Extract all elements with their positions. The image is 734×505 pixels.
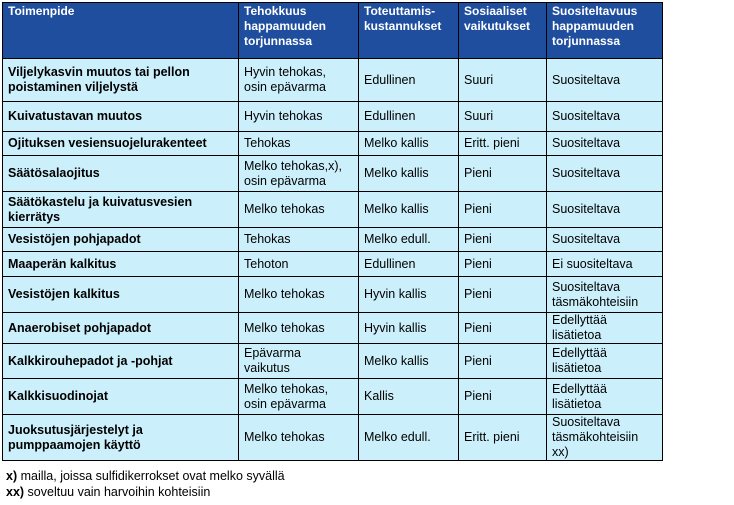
header-cell-social-effects: Sosiaaliset vaikutukset [458,2,547,59]
recommendation-cell: Ei suositeltava [546,251,663,277]
recommendation-cell: Edellyttää lisätietoa [546,378,663,415]
effectiveness-cell: Epävarma vaikutus [238,343,359,379]
cost-cell: Kallis [358,378,459,415]
table-row: Vesistöjen pohjapadot Tehokas Melko edull.… [2,227,663,252]
measure-cell: Anaerobiset pohjapadot [2,312,239,344]
cost-cell: Hyvin kallis [358,312,459,344]
cost-cell: Hyvin kallis [358,276,459,313]
measures-table-container: Toimenpide Tehokkuus happamuuden torjunnas… [2,2,663,461]
social-effect-cell: Suuri [458,101,547,132]
measure-cell: Viljelykasvin muutos tai pellon poistamin… [2,58,239,102]
measure-cell: Kalkkirouhepadot ja -pohjat [2,343,239,379]
effectiveness-cell: Melko tehokas [238,312,359,344]
footnote-mark: xx) [6,485,25,499]
header-cell-costs: Toteuttamis-kustannukset [358,2,459,59]
table-row: Vesistöjen kalkitus Melko tehokas Hyvin ka… [2,276,663,313]
table-header: Toimenpide Tehokkuus happamuuden torjunnas… [2,2,663,59]
recommendation-cell: Suositeltava täsmäkohteisiin xx) [546,414,663,461]
footnote: x) mailla, joissa sulfidikerrokset ovat … [6,468,285,484]
effectiveness-cell: Melko tehokas [238,276,359,313]
cost-cell: Melko kallis [358,191,459,228]
table-body: Viljelykasvin muutos tai pellon poistamin… [2,58,663,461]
effectiveness-cell: Melko tehokas [238,414,359,461]
effectiveness-cell: Melko tehokas,x), osin epävarma [238,155,359,192]
table-row: Kalkkirouhepadot ja -pohjat Epävarma vaiku… [2,343,663,379]
table-row: Anaerobiset pohjapadot Melko tehokas Hyvin… [2,312,663,344]
effectiveness-cell: Tehoton [238,251,359,277]
cost-cell: Edullinen [358,101,459,132]
effectiveness-cell: Melko tehokas [238,191,359,228]
footnote: xx) soveltuu vain harvoihin kohteisiin [6,484,285,500]
header-cell-measure: Toimenpide [2,2,239,59]
effectiveness-cell: Tehokas [238,131,359,156]
recommendation-cell: Edellyttää lisätietoa [546,312,663,344]
effectiveness-cell: Hyvin tehokas, osin epävarma [238,58,359,102]
header-cell-recommendation: Suositeltavuus happamuuden torjunnassa [546,2,663,59]
table-row: Kuivatustavan muutos Hyvin tehokas Edullin… [2,101,663,132]
effectiveness-cell: Tehokas [238,227,359,252]
social-effect-cell: Pieni [458,191,547,228]
cost-cell: Melko kallis [358,343,459,379]
recommendation-cell: Suositeltava täsmäkohteisiin [546,276,663,313]
social-effect-cell: Pieni [458,312,547,344]
cost-cell: Melko edull. [358,414,459,461]
measure-cell: Vesistöjen pohjapadot [2,227,239,252]
measure-cell: Juoksutusjärjestelyt ja pumppaamojen käyt… [2,414,239,461]
social-effect-cell: Suuri [458,58,547,102]
measures-table: Toimenpide Tehokkuus happamuuden torjunnas… [2,2,663,461]
social-effect-cell: Pieni [458,378,547,415]
measure-cell: Säätökastelu ja kuivatusvesien kierrätys [2,191,239,228]
measure-cell: Maaperän kalkitus [2,251,239,277]
table-row: Kalkkisuodinojat Melko tehokas, osin epäva… [2,378,663,415]
social-effect-cell: Pieni [458,251,547,277]
footnote-mark: x) [6,469,18,483]
header-cell-effectiveness: Tehokkuus happamuuden torjunnassa [238,2,359,59]
recommendation-cell: Suositeltava [546,191,663,228]
table-row: Säätökastelu ja kuivatusvesien kierrätys M… [2,191,663,228]
footnote-text: mailla, joissa sulfidikerrokset ovat mel… [17,469,285,483]
cost-cell: Melko edull. [358,227,459,252]
measure-cell: Säätösalaojitus [2,155,239,192]
measure-cell: Vesistöjen kalkitus [2,276,239,313]
recommendation-cell: Edellyttää lisätietoa [546,343,663,379]
recommendation-cell: Suositeltava [546,58,663,102]
table-row: Ojituksen vesiensuojelurakenteet Tehokas M… [2,131,663,156]
recommendation-cell: Suositeltava [546,101,663,132]
table-row: Säätösalaojitus Melko tehokas,x), osin epä… [2,155,663,192]
social-effect-cell: Pieni [458,227,547,252]
cost-cell: Edullinen [358,58,459,102]
social-effect-cell: Eritt. pieni [458,131,547,156]
cost-cell: Melko kallis [358,131,459,156]
table-row: Maaperän kalkitus Tehoton Edullinen Pieni Ei… [2,251,663,277]
effectiveness-cell: Hyvin tehokas [238,101,359,132]
social-effect-cell: Pieni [458,155,547,192]
social-effect-cell: Pieni [458,343,547,379]
social-effect-cell: Pieni [458,276,547,313]
cost-cell: Edullinen [358,251,459,277]
table-row: Juoksutusjärjestelyt ja pumppaamojen käyt… [2,414,663,461]
footnotes: x) mailla, joissa sulfidikerrokset ovat … [6,468,285,500]
header-row: Toimenpide Tehokkuus happamuuden torjunnas… [2,2,663,59]
measure-cell: Ojituksen vesiensuojelurakenteet [2,131,239,156]
recommendation-cell: Suositeltava [546,131,663,156]
table-row: Viljelykasvin muutos tai pellon poistamin… [2,58,663,102]
social-effect-cell: Eritt. pieni [458,414,547,461]
recommendation-cell: Suositeltava [546,227,663,252]
effectiveness-cell: Melko tehokas, osin epävarma [238,378,359,415]
cost-cell: Melko kallis [358,155,459,192]
footnote-text: soveltuu vain harvoihin kohteisiin [24,485,211,499]
measure-cell: Kalkkisuodinojat [2,378,239,415]
measure-cell: Kuivatustavan muutos [2,101,239,132]
recommendation-cell: Suositeltava [546,155,663,192]
